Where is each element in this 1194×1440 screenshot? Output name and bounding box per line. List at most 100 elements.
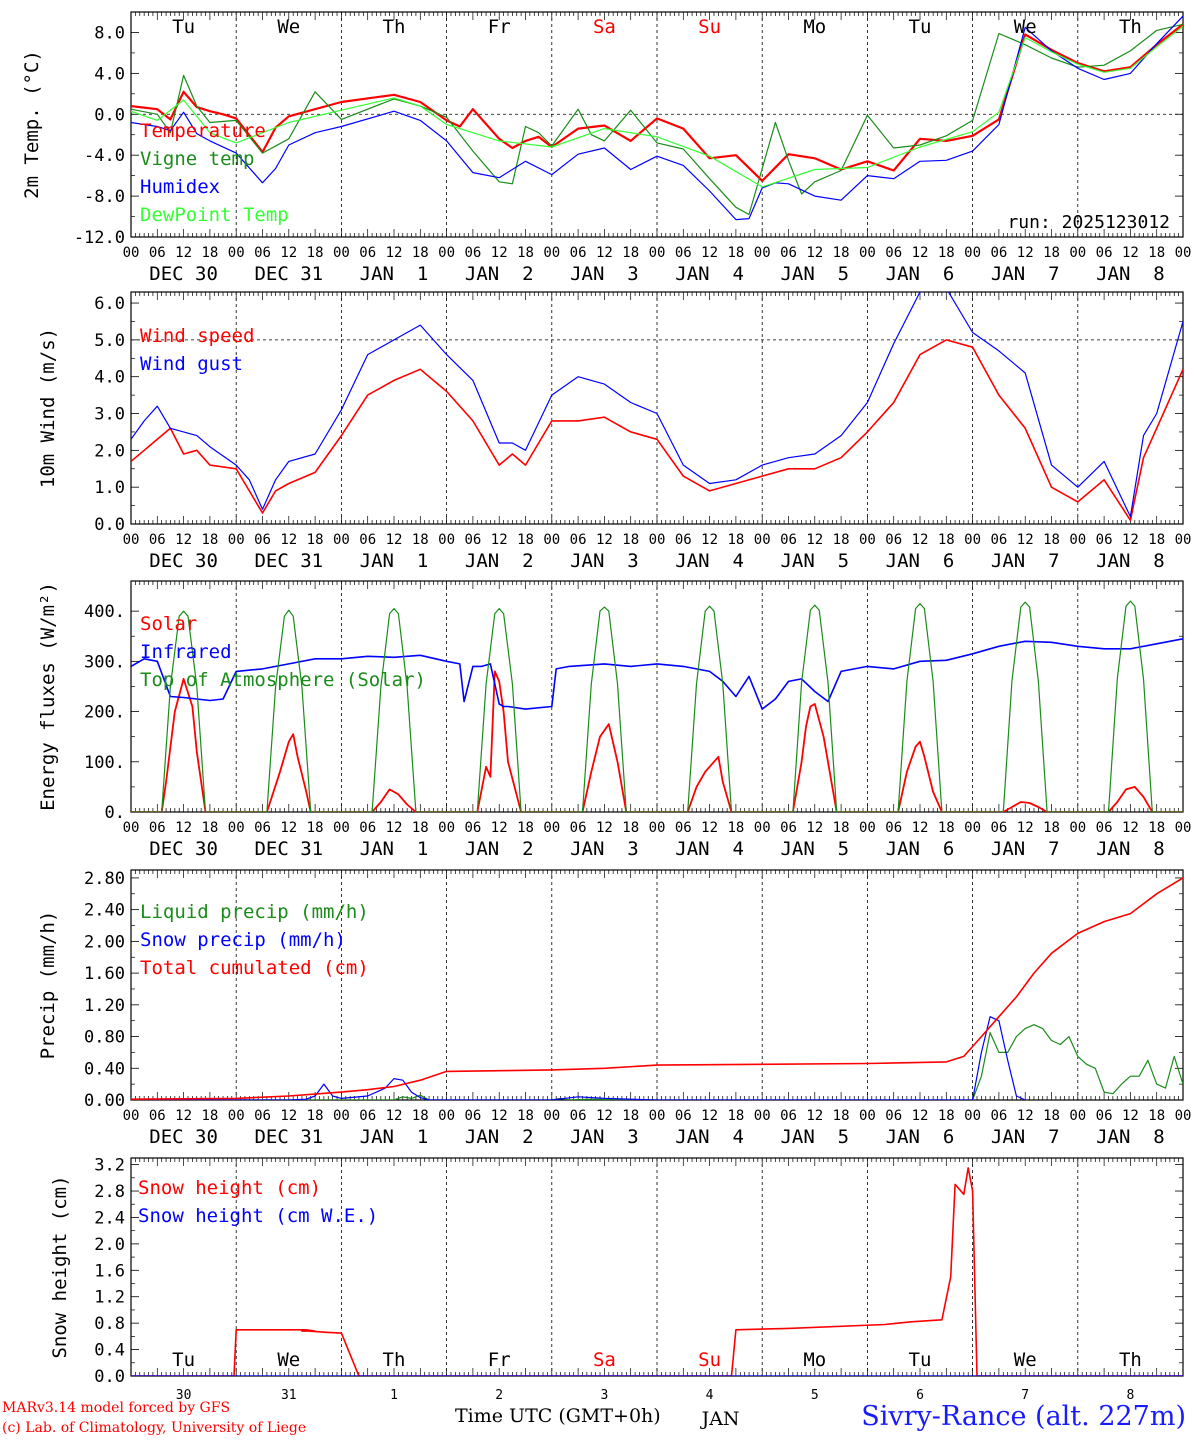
hour-tick-label: 12 <box>280 532 297 548</box>
y-tick-label: 2.0 <box>94 1235 125 1255</box>
hour-tick-label: 00 <box>859 245 876 261</box>
y-tick-label: 3.0 <box>94 405 125 425</box>
weekday-label: Th <box>383 1349 406 1371</box>
legend-entry: Vigne temp <box>140 148 254 170</box>
hour-tick-label: 06 <box>254 1108 271 1124</box>
y-axis-label: Snow height (cm) <box>49 1175 71 1358</box>
hour-tick-label: 18 <box>201 245 218 261</box>
series-wind-gust <box>131 292 1183 518</box>
hour-tick-label: 18 <box>307 245 324 261</box>
day-number-label: 31 <box>281 1388 297 1403</box>
hour-tick-label: 18 <box>307 532 324 548</box>
legend-entry: Wind speed <box>140 325 254 347</box>
series-snow-height-cm <box>131 1167 1183 1376</box>
hour-tick-label: 12 <box>280 1108 297 1124</box>
hour-tick-label: 12 <box>806 1108 823 1124</box>
weekday-label: We <box>277 16 300 38</box>
station-name: Sivry-Rance (alt. 227m) <box>861 1401 1186 1432</box>
hour-tick-label: 00 <box>649 245 666 261</box>
hour-tick-label: 12 <box>386 245 403 261</box>
hour-tick-label: 00 <box>754 1108 771 1124</box>
hour-tick-label: 18 <box>307 820 324 836</box>
hour-tick-label: 12 <box>701 532 718 548</box>
date-label: JAN 1 <box>360 838 429 860</box>
series-temperature <box>131 23 1183 182</box>
hour-tick-label: 18 <box>833 532 850 548</box>
date-label: DEC 30 <box>149 838 218 860</box>
hour-tick-label: 00 <box>964 820 981 836</box>
hour-tick-label: 06 <box>885 532 902 548</box>
y-tick-label: 8.0 <box>94 23 125 43</box>
date-label: JAN 4 <box>675 838 744 860</box>
y-tick-label: 1.20 <box>84 996 125 1016</box>
date-label: JAN 2 <box>465 263 534 285</box>
hour-tick-label: 00 <box>438 1108 455 1124</box>
day-number-label: 1 <box>390 1388 398 1403</box>
hour-tick-label: 12 <box>806 245 823 261</box>
series-solar <box>131 670 1183 812</box>
hour-tick-label: 12 <box>912 1108 929 1124</box>
hour-tick-label: 12 <box>1122 1108 1139 1124</box>
hour-tick-label: 18 <box>833 820 850 836</box>
legend-entry: Top of Atmosphere (Solar) <box>140 669 426 691</box>
date-label: JAN 8 <box>1096 1126 1165 1148</box>
date-label: JAN 6 <box>886 838 955 860</box>
hour-tick-label: 18 <box>622 1108 639 1124</box>
hour-tick-label: 06 <box>675 532 692 548</box>
legend-entry: Infrared <box>140 641 232 663</box>
hour-tick-label: 12 <box>175 245 192 261</box>
hour-tick-label: 00 <box>1175 1108 1192 1124</box>
hour-tick-label: 12 <box>1122 532 1139 548</box>
hour-tick-label: 06 <box>990 1108 1007 1124</box>
hour-tick-label: 18 <box>938 532 955 548</box>
day-number-label: 5 <box>811 1388 819 1403</box>
weekday-label: Mo <box>803 16 826 38</box>
day-number-label: 3 <box>600 1388 608 1403</box>
hour-tick-label: 06 <box>885 820 902 836</box>
date-label: JAN 7 <box>991 1126 1060 1148</box>
legend-entry: DewPoint Temp <box>140 204 289 226</box>
hour-tick-label: 06 <box>464 245 481 261</box>
series-wind-speed <box>131 339 1183 522</box>
date-label: JAN 8 <box>1096 838 1165 860</box>
hour-tick-label: 06 <box>990 820 1007 836</box>
hour-tick-label: 00 <box>333 1108 350 1124</box>
hour-tick-label: 06 <box>149 245 166 261</box>
date-label: JAN 5 <box>780 263 849 285</box>
legend-entry: Snow height (cm W.E.) <box>138 1205 378 1227</box>
date-label: JAN 2 <box>465 1126 534 1148</box>
hour-tick-label: 06 <box>149 1108 166 1124</box>
hour-tick-label: 12 <box>1017 1108 1034 1124</box>
hour-tick-label: 18 <box>517 245 534 261</box>
y-tick-label: 2.8 <box>94 1182 125 1202</box>
x-axis-overlap-label: JAN <box>700 1408 740 1430</box>
y-tick-label: 300. <box>84 652 125 672</box>
hour-tick-label: 18 <box>201 820 218 836</box>
hour-tick-label: 00 <box>1069 820 1086 836</box>
y-axis-label: 10m Wind (m/s) <box>37 328 59 488</box>
weekday-label: Sa <box>593 16 616 38</box>
hour-tick-label: 00 <box>228 532 245 548</box>
hour-tick-label: 00 <box>649 1108 666 1124</box>
weekday-label: We <box>1014 16 1037 38</box>
hour-tick-label: 00 <box>543 532 560 548</box>
y-axis-label: 2m Temp. (°C) <box>21 50 43 199</box>
date-label: JAN 4 <box>675 263 744 285</box>
day-number-label: 6 <box>916 1388 924 1403</box>
weekday-label: Th <box>1119 1349 1142 1371</box>
hour-tick-label: 00 <box>1175 820 1192 836</box>
series-snow-precip-mm-h <box>131 1016 1026 1100</box>
series-humidex <box>131 15 1183 221</box>
hour-tick-label: 06 <box>1096 1108 1113 1124</box>
hour-tick-label: 06 <box>780 532 797 548</box>
hour-tick-label: 06 <box>359 532 376 548</box>
y-tick-label: 0.80 <box>84 1028 125 1048</box>
y-tick-label: 0.0 <box>94 105 125 125</box>
hour-tick-label: 12 <box>386 532 403 548</box>
hour-tick-label: 12 <box>175 1108 192 1124</box>
hour-tick-label: 06 <box>254 532 271 548</box>
hour-tick-label: 12 <box>912 532 929 548</box>
hour-tick-label: 00 <box>649 532 666 548</box>
hour-tick-label: 12 <box>491 1108 508 1124</box>
